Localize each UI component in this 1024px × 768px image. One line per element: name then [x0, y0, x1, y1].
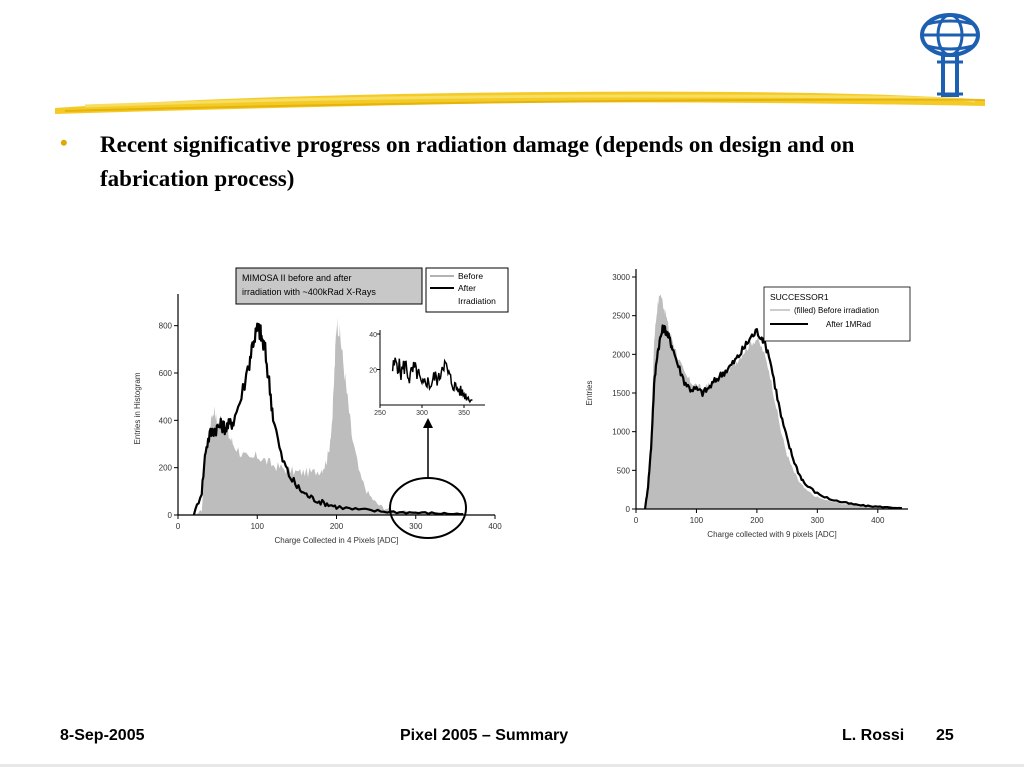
mimosa-inset-plot: 250 300 350 20 40 — [369, 330, 485, 417]
series-0-area — [193, 316, 464, 515]
bullet-dot-icon: • — [60, 130, 68, 155]
x-tick-label: 200 — [330, 522, 344, 531]
y-tick-label: 1500 — [612, 389, 630, 398]
mimosa-legend-before: Before — [458, 271, 483, 281]
y-tick-label: 0 — [626, 505, 631, 514]
y-tick-label: 400 — [159, 416, 173, 425]
successor-legend-box — [763, 286, 911, 342]
mimosa-title-line2: irradiation with ~400kRad X-Rays — [242, 287, 376, 297]
inset-y-tick-label: 40 — [369, 332, 377, 339]
x-tick-label: 0 — [634, 516, 639, 525]
y-tick-label: 3000 — [612, 273, 630, 282]
successor-plot-area: 0 100 200 300 400 0 500 1000 1500 2000 2500 3000 Cha… — [585, 269, 908, 539]
mimosa-legend-after: After — [458, 283, 476, 293]
y-axis-label: Entries — [585, 381, 594, 406]
x-tick-label: 400 — [488, 522, 502, 531]
mimosa-legend-irradiation: Irradiation — [458, 296, 496, 306]
inset-y-tick-label: 20 — [369, 368, 377, 375]
x-axis-label: Charge collected with 9 pixels [ADC] — [707, 530, 836, 539]
y-tick-label: 200 — [159, 464, 173, 473]
footer-divider — [0, 764, 1024, 767]
y-tick-label: 600 — [159, 369, 173, 378]
title-swoosh-decoration — [55, 91, 985, 114]
y-tick-label: 800 — [159, 322, 173, 331]
mimosa-zoom-circle — [389, 477, 467, 539]
cern-logo-icon — [920, 13, 980, 97]
y-tick-label: 2500 — [612, 312, 630, 321]
y-tick-label: 2000 — [612, 350, 630, 359]
successor-legend-after: After 1MRad — [826, 320, 871, 329]
x-tick-label: 300 — [409, 522, 423, 531]
footer-date: 8-Sep-2005 — [60, 727, 145, 744]
mimosa-zoom-arrowhead — [423, 418, 433, 428]
inset-x-tick-label: 300 — [416, 410, 428, 417]
mimosa-histogram-chart: 0 100 200 300 400 0 200 400 600 800 Charge Collect… — [133, 267, 509, 545]
y-tick-label: 1000 — [612, 428, 630, 437]
successor-title: SUCCESSOR1 — [770, 292, 829, 302]
footer-title: Pixel 2005 – Summary — [400, 727, 569, 744]
y-tick-label: 0 — [168, 511, 173, 520]
x-axis-label: Charge Collected in 4 Pixels [ADC] — [274, 536, 398, 545]
x-tick-label: 0 — [176, 522, 181, 531]
mimosa-title-line1: MIMOSA II before and after — [242, 273, 352, 283]
x-tick-label: 400 — [871, 516, 885, 525]
x-tick-label: 200 — [750, 516, 764, 525]
mimosa-plot-area: 0 100 200 300 400 0 200 400 600 800 Charge Collect… — [133, 294, 502, 545]
series-1-line — [643, 324, 903, 510]
bullet-text: Recent significative progress on radiati… — [100, 132, 855, 191]
inset-x-tick-label: 350 — [458, 410, 470, 417]
series-1-line — [192, 322, 464, 516]
x-tick-label: 100 — [690, 516, 704, 525]
successor-histogram-chart: 0 100 200 300 400 0 500 1000 1500 2000 2500 3000 Cha… — [585, 269, 911, 539]
x-tick-label: 300 — [811, 516, 825, 525]
y-tick-label: 500 — [617, 466, 631, 475]
x-tick-label: 100 — [251, 522, 265, 531]
successor-legend-before: (filled) Before irradiation — [794, 306, 879, 315]
mimosa-title-box — [235, 267, 423, 305]
inset-line — [391, 357, 473, 404]
footer-author: L. Rossi — [842, 727, 905, 744]
y-axis-label: Entries in Histogram — [133, 372, 142, 444]
inset-x-tick-label: 250 — [374, 410, 386, 417]
footer-page-number: 25 — [936, 727, 954, 744]
series-0-area — [645, 294, 902, 509]
